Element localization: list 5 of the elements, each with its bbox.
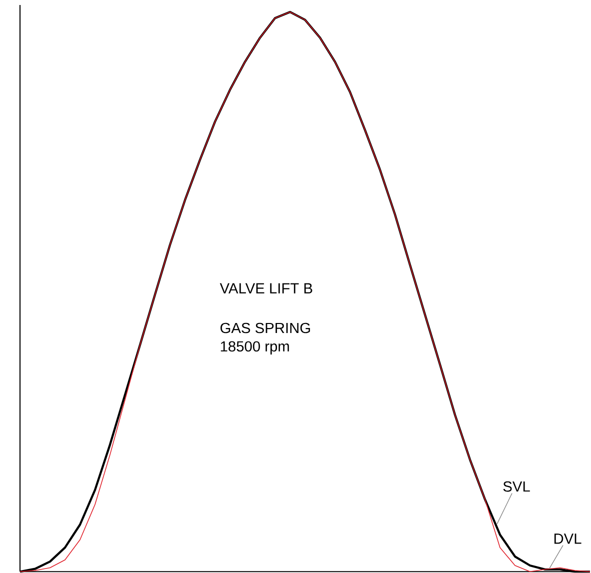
series-label: SVL — [503, 481, 530, 492]
series-label: DVL — [554, 534, 582, 544]
annotation: GAS SPRING — [220, 322, 310, 334]
annotation: 18500 rpm — [220, 341, 289, 354]
annotation: VALVE LIFT B — [220, 283, 312, 294]
